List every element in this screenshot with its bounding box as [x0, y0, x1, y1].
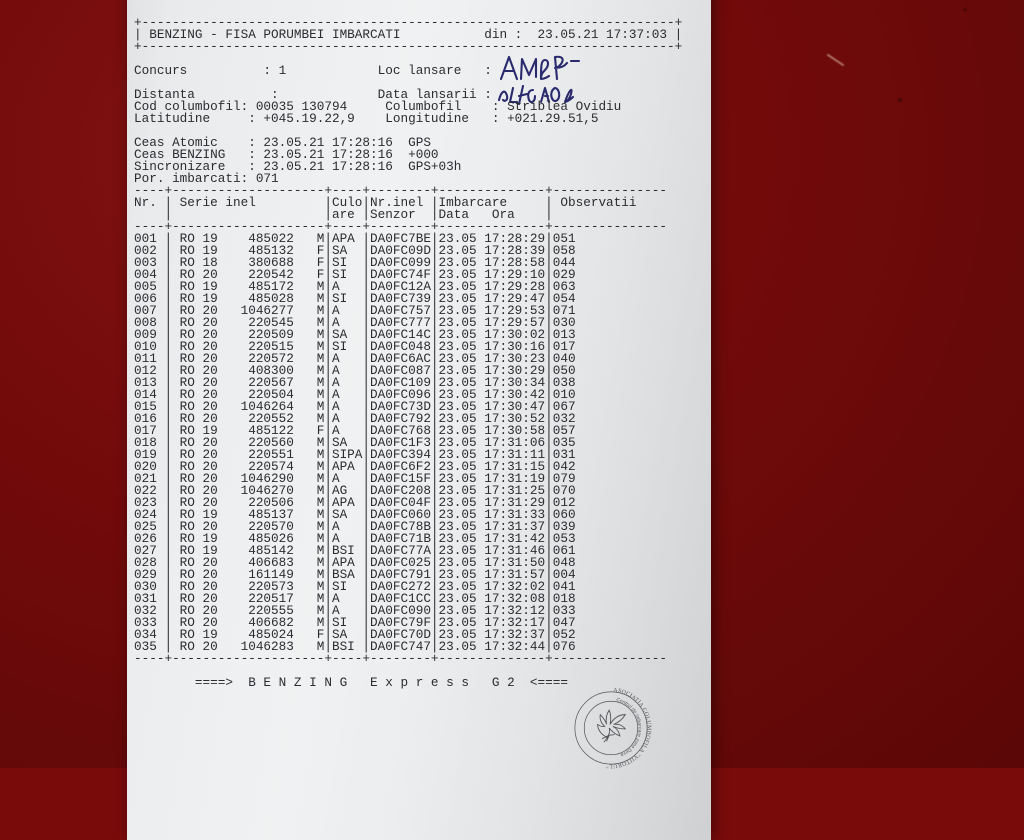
- svg-text:ASOCIATIA COLUMBOFILA "VIITORU: ASOCIATIA COLUMBOFILA "VIITORUL": [605, 687, 651, 768]
